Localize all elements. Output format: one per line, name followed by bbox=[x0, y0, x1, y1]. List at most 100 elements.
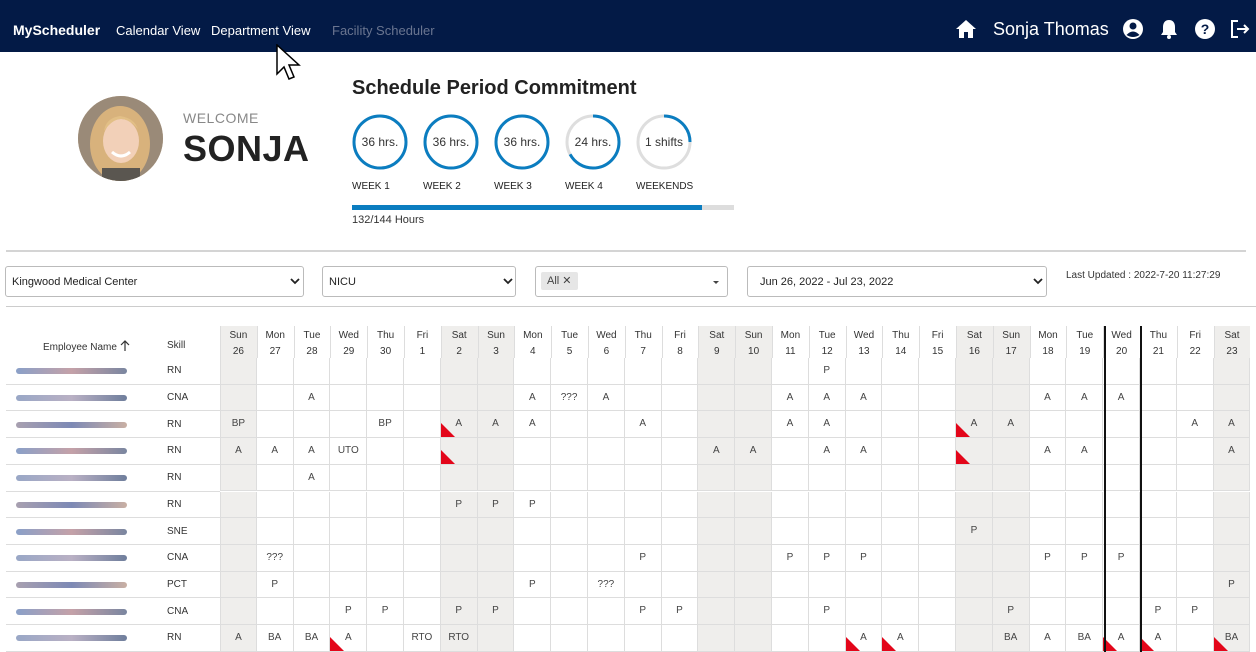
schedule-cell[interactable] bbox=[588, 358, 625, 385]
schedule-cell[interactable] bbox=[919, 358, 956, 385]
schedule-cell[interactable] bbox=[256, 518, 294, 545]
schedule-cell[interactable] bbox=[551, 571, 588, 599]
schedule-cell[interactable] bbox=[845, 598, 883, 625]
schedule-cell[interactable]: A bbox=[477, 411, 515, 439]
schedule-cell[interactable] bbox=[220, 464, 257, 492]
schedule-cell[interactable]: BA bbox=[1213, 625, 1251, 652]
schedule-cell[interactable] bbox=[624, 384, 662, 412]
schedule-cell[interactable] bbox=[404, 358, 441, 385]
schedule-cell[interactable] bbox=[256, 598, 294, 625]
schedule-cell[interactable]: A bbox=[1066, 438, 1104, 465]
schedule-cell[interactable] bbox=[624, 625, 662, 652]
schedule-cell[interactable] bbox=[882, 544, 920, 572]
schedule-cell[interactable] bbox=[404, 518, 441, 545]
employee-name-redacted[interactable] bbox=[16, 581, 127, 588]
schedule-cell[interactable] bbox=[551, 358, 588, 385]
schedule-cell[interactable] bbox=[1066, 464, 1104, 492]
schedule-cell[interactable]: P bbox=[1176, 598, 1214, 625]
schedule-cell[interactable] bbox=[293, 571, 331, 599]
schedule-cell[interactable] bbox=[992, 491, 1030, 519]
schedule-cell[interactable] bbox=[256, 464, 294, 492]
schedule-cell[interactable] bbox=[661, 464, 699, 492]
schedule-cell[interactable] bbox=[514, 544, 552, 572]
schedule-cell[interactable] bbox=[220, 598, 257, 625]
schedule-cell[interactable] bbox=[845, 571, 883, 599]
schedule-cell[interactable] bbox=[367, 438, 404, 465]
schedule-cell[interactable] bbox=[1140, 438, 1177, 465]
schedule-cell[interactable] bbox=[293, 544, 331, 572]
schedule-cell[interactable] bbox=[808, 464, 846, 492]
schedule-cell[interactable] bbox=[1213, 358, 1251, 385]
schedule-cell[interactable]: P bbox=[440, 598, 478, 625]
schedule-cell[interactable] bbox=[1140, 491, 1177, 519]
schedule-cell[interactable] bbox=[514, 598, 552, 625]
schedule-cell[interactable] bbox=[698, 544, 736, 572]
schedule-cell[interactable] bbox=[956, 571, 993, 599]
schedule-cell[interactable] bbox=[808, 518, 846, 545]
schedule-cell[interactable] bbox=[1103, 518, 1140, 545]
schedule-cell[interactable] bbox=[992, 544, 1030, 572]
schedule-cell[interactable] bbox=[477, 518, 515, 545]
schedule-cell[interactable] bbox=[1029, 518, 1067, 545]
schedule-cell[interactable]: RTO bbox=[404, 625, 441, 652]
employee-name-redacted[interactable] bbox=[16, 395, 127, 402]
schedule-cell[interactable]: A bbox=[1029, 438, 1067, 465]
schedule-cell[interactable] bbox=[220, 518, 257, 545]
schedule-cell[interactable] bbox=[772, 518, 809, 545]
schedule-cell[interactable] bbox=[661, 411, 699, 439]
schedule-cell[interactable]: P bbox=[477, 491, 515, 519]
schedule-cell[interactable]: A bbox=[1140, 625, 1177, 652]
schedule-cell[interactable] bbox=[477, 625, 515, 652]
employee-name-redacted[interactable] bbox=[16, 475, 127, 482]
schedule-cell[interactable] bbox=[514, 464, 552, 492]
schedule-cell[interactable]: BA bbox=[992, 625, 1030, 652]
schedule-cell[interactable] bbox=[698, 464, 736, 492]
employee-name-redacted[interactable] bbox=[16, 608, 127, 615]
schedule-cell[interactable] bbox=[772, 464, 809, 492]
schedule-cell[interactable] bbox=[367, 464, 404, 492]
schedule-cell[interactable] bbox=[882, 518, 920, 545]
schedule-cell[interactable] bbox=[404, 384, 441, 412]
schedule-cell[interactable] bbox=[330, 358, 368, 385]
schedule-cell[interactable] bbox=[440, 358, 478, 385]
schedule-cell[interactable] bbox=[882, 438, 920, 465]
schedule-cell[interactable] bbox=[919, 491, 956, 519]
schedule-cell[interactable] bbox=[956, 598, 993, 625]
schedule-cell[interactable]: P bbox=[808, 544, 846, 572]
schedule-cell[interactable]: A bbox=[772, 384, 809, 412]
schedule-cell[interactable] bbox=[624, 571, 662, 599]
schedule-cell[interactable] bbox=[1213, 384, 1251, 412]
schedule-cell[interactable] bbox=[256, 384, 294, 412]
schedule-cell[interactable] bbox=[661, 384, 699, 412]
schedule-cell[interactable] bbox=[698, 358, 736, 385]
schedule-cell[interactable] bbox=[956, 491, 993, 519]
logout-icon[interactable] bbox=[1229, 18, 1251, 40]
schedule-cell[interactable] bbox=[514, 438, 552, 465]
schedule-cell[interactable]: A bbox=[293, 438, 331, 465]
schedule-cell[interactable]: A bbox=[293, 464, 331, 492]
facility-select[interactable]: Kingwood Medical Center bbox=[5, 266, 304, 297]
schedule-cell[interactable]: BP bbox=[220, 411, 257, 439]
schedule-cell[interactable] bbox=[477, 438, 515, 465]
schedule-cell[interactable] bbox=[477, 544, 515, 572]
schedule-cell[interactable] bbox=[919, 438, 956, 465]
schedule-cell[interactable] bbox=[882, 571, 920, 599]
schedule-cell[interactable]: A bbox=[882, 625, 920, 652]
schedule-cell[interactable]: A bbox=[808, 384, 846, 412]
schedule-cell[interactable] bbox=[1213, 491, 1251, 519]
schedule-cell[interactable] bbox=[367, 544, 404, 572]
schedule-cell[interactable] bbox=[919, 625, 956, 652]
schedule-cell[interactable] bbox=[367, 571, 404, 599]
schedule-cell[interactable] bbox=[992, 438, 1030, 465]
nav-department-view[interactable]: Department View bbox=[211, 23, 311, 38]
schedule-cell[interactable] bbox=[551, 411, 588, 439]
schedule-cell[interactable] bbox=[330, 518, 368, 545]
schedule-cell[interactable]: A bbox=[1066, 384, 1104, 412]
schedule-cell[interactable]: A bbox=[1029, 384, 1067, 412]
employee-name-header[interactable]: Employee Name bbox=[43, 340, 130, 353]
schedule-cell[interactable] bbox=[477, 384, 515, 412]
schedule-cell[interactable]: P bbox=[772, 544, 809, 572]
schedule-cell[interactable] bbox=[330, 491, 368, 519]
schedule-cell[interactable] bbox=[661, 358, 699, 385]
skill-multiselect[interactable]: All ✕ bbox=[535, 266, 728, 297]
